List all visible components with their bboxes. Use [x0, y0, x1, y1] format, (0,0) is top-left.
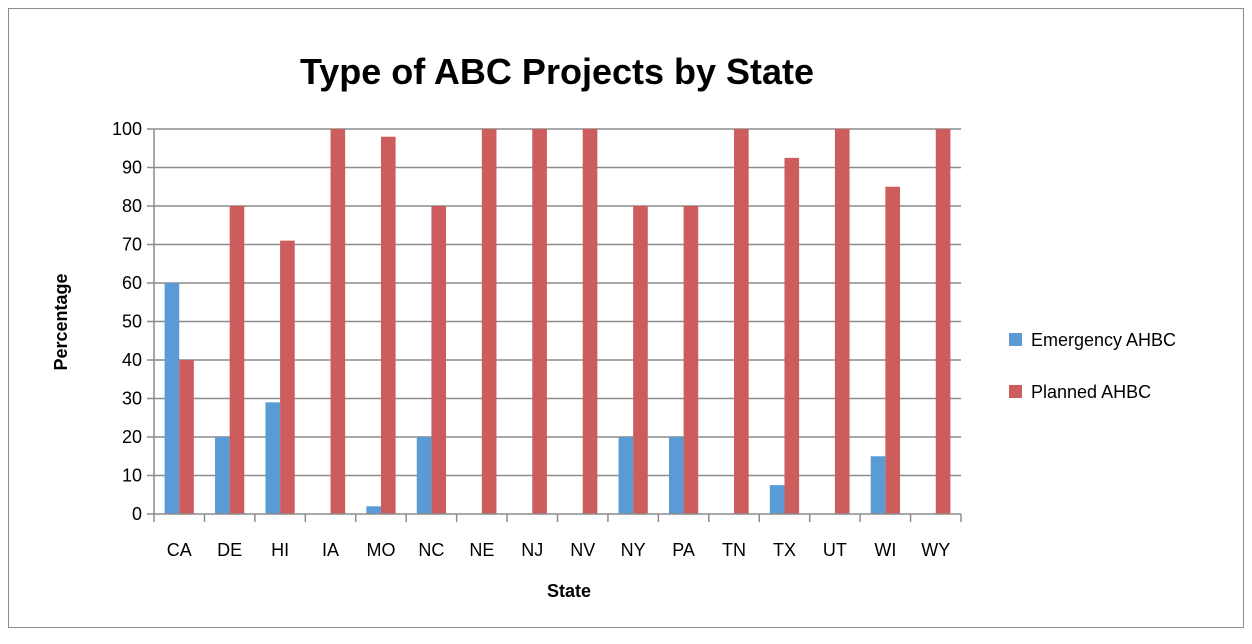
bar-planned-ahbc-ia — [330, 129, 346, 514]
y-tick-label: 20 — [122, 427, 142, 447]
chart-svg: Type of ABC Projects by State 0 10 20 30 40 5… — [51, 51, 1176, 601]
bar-planned-ahbc-ne — [481, 129, 497, 514]
x-tick-label: NE — [469, 540, 494, 560]
x-tick-label: TN — [722, 540, 746, 560]
bar-planned-ahbc-hi — [280, 240, 295, 514]
x-tick-label: NJ — [521, 540, 543, 560]
x-tick-label: NV — [570, 540, 595, 560]
x-tick-label: MO — [366, 540, 395, 560]
x-tick-label: NC — [418, 540, 444, 560]
legend: Emergency AHBC Planned AHBC — [1009, 330, 1176, 402]
bar-planned-ahbc-mo — [380, 136, 396, 514]
x-tick-labels: CA DE HI IA MO NC NE NJ NV NY PA TN TX UT WI WY — [167, 540, 951, 560]
bar-planned-ahbc-ny — [633, 206, 648, 514]
y-tick-label: 100 — [112, 119, 142, 139]
chart-title: Type of ABC Projects by State — [300, 51, 814, 92]
bar-planned-ahbc-nc — [431, 206, 447, 514]
bar-planned-ahbc-pa — [683, 206, 699, 514]
chart-frame: Type of ABC Projects by State 0 10 20 30 40 5… — [8, 8, 1244, 628]
bar-emergency-ahbc-tx — [769, 485, 785, 514]
bar-planned-ahbc-de — [229, 206, 245, 514]
y-tick-labels: 0 10 20 30 40 50 60 70 80 90 100 — [112, 119, 142, 524]
legend-label: Planned AHBC — [1031, 382, 1151, 402]
y-axis-title: Percentage — [51, 273, 71, 370]
x-tick-label: TX — [773, 540, 796, 560]
x-tick-label: CA — [167, 540, 192, 560]
bar-emergency-ahbc-wi — [870, 456, 886, 514]
x-tick-label: IA — [322, 540, 339, 560]
y-tick-label: 80 — [122, 196, 142, 216]
x-tick-label: WY — [921, 540, 950, 560]
legend-label: Emergency AHBC — [1031, 330, 1176, 350]
y-tick-label: 70 — [122, 235, 142, 255]
legend-swatch — [1009, 385, 1022, 398]
bar-planned-ahbc-wi — [885, 186, 900, 514]
legend-swatch — [1009, 333, 1022, 346]
x-tick-label: NY — [621, 540, 646, 560]
bar-emergency-ahbc-nc — [416, 437, 432, 514]
x-axis-title: State — [547, 581, 591, 601]
x-tick-label: PA — [672, 540, 695, 560]
y-tick-label: 10 — [122, 466, 142, 486]
bar-planned-ahbc-nv — [582, 129, 598, 514]
bar-emergency-ahbc-hi — [265, 402, 281, 514]
y-tick-label: 50 — [122, 312, 142, 332]
x-tick-label: HI — [271, 540, 289, 560]
bars — [164, 129, 951, 514]
bar-emergency-ahbc-mo — [366, 506, 381, 514]
x-tick-label: UT — [823, 540, 847, 560]
bar-emergency-ahbc-de — [215, 437, 230, 514]
y-tick-label: 30 — [122, 389, 142, 409]
y-tick-label: 90 — [122, 158, 142, 178]
bar-planned-ahbc-wy — [935, 129, 951, 514]
bar-emergency-ahbc-ny — [618, 437, 634, 514]
bar-planned-ahbc-ca — [179, 360, 194, 514]
bar-planned-ahbc-tx — [784, 157, 800, 514]
axes — [147, 128, 962, 522]
bar-emergency-ahbc-pa — [668, 437, 684, 514]
bar-planned-ahbc-tn — [734, 129, 749, 514]
bar-planned-ahbc-ut — [834, 129, 850, 514]
y-tick-label: 40 — [122, 350, 142, 370]
bar-emergency-ahbc-ca — [164, 283, 180, 514]
bar-planned-ahbc-nj — [532, 129, 547, 514]
x-tick-label: DE — [217, 540, 242, 560]
y-tick-label: 0 — [132, 504, 142, 524]
x-tick-label: WI — [874, 540, 896, 560]
y-tick-label: 60 — [122, 273, 142, 293]
